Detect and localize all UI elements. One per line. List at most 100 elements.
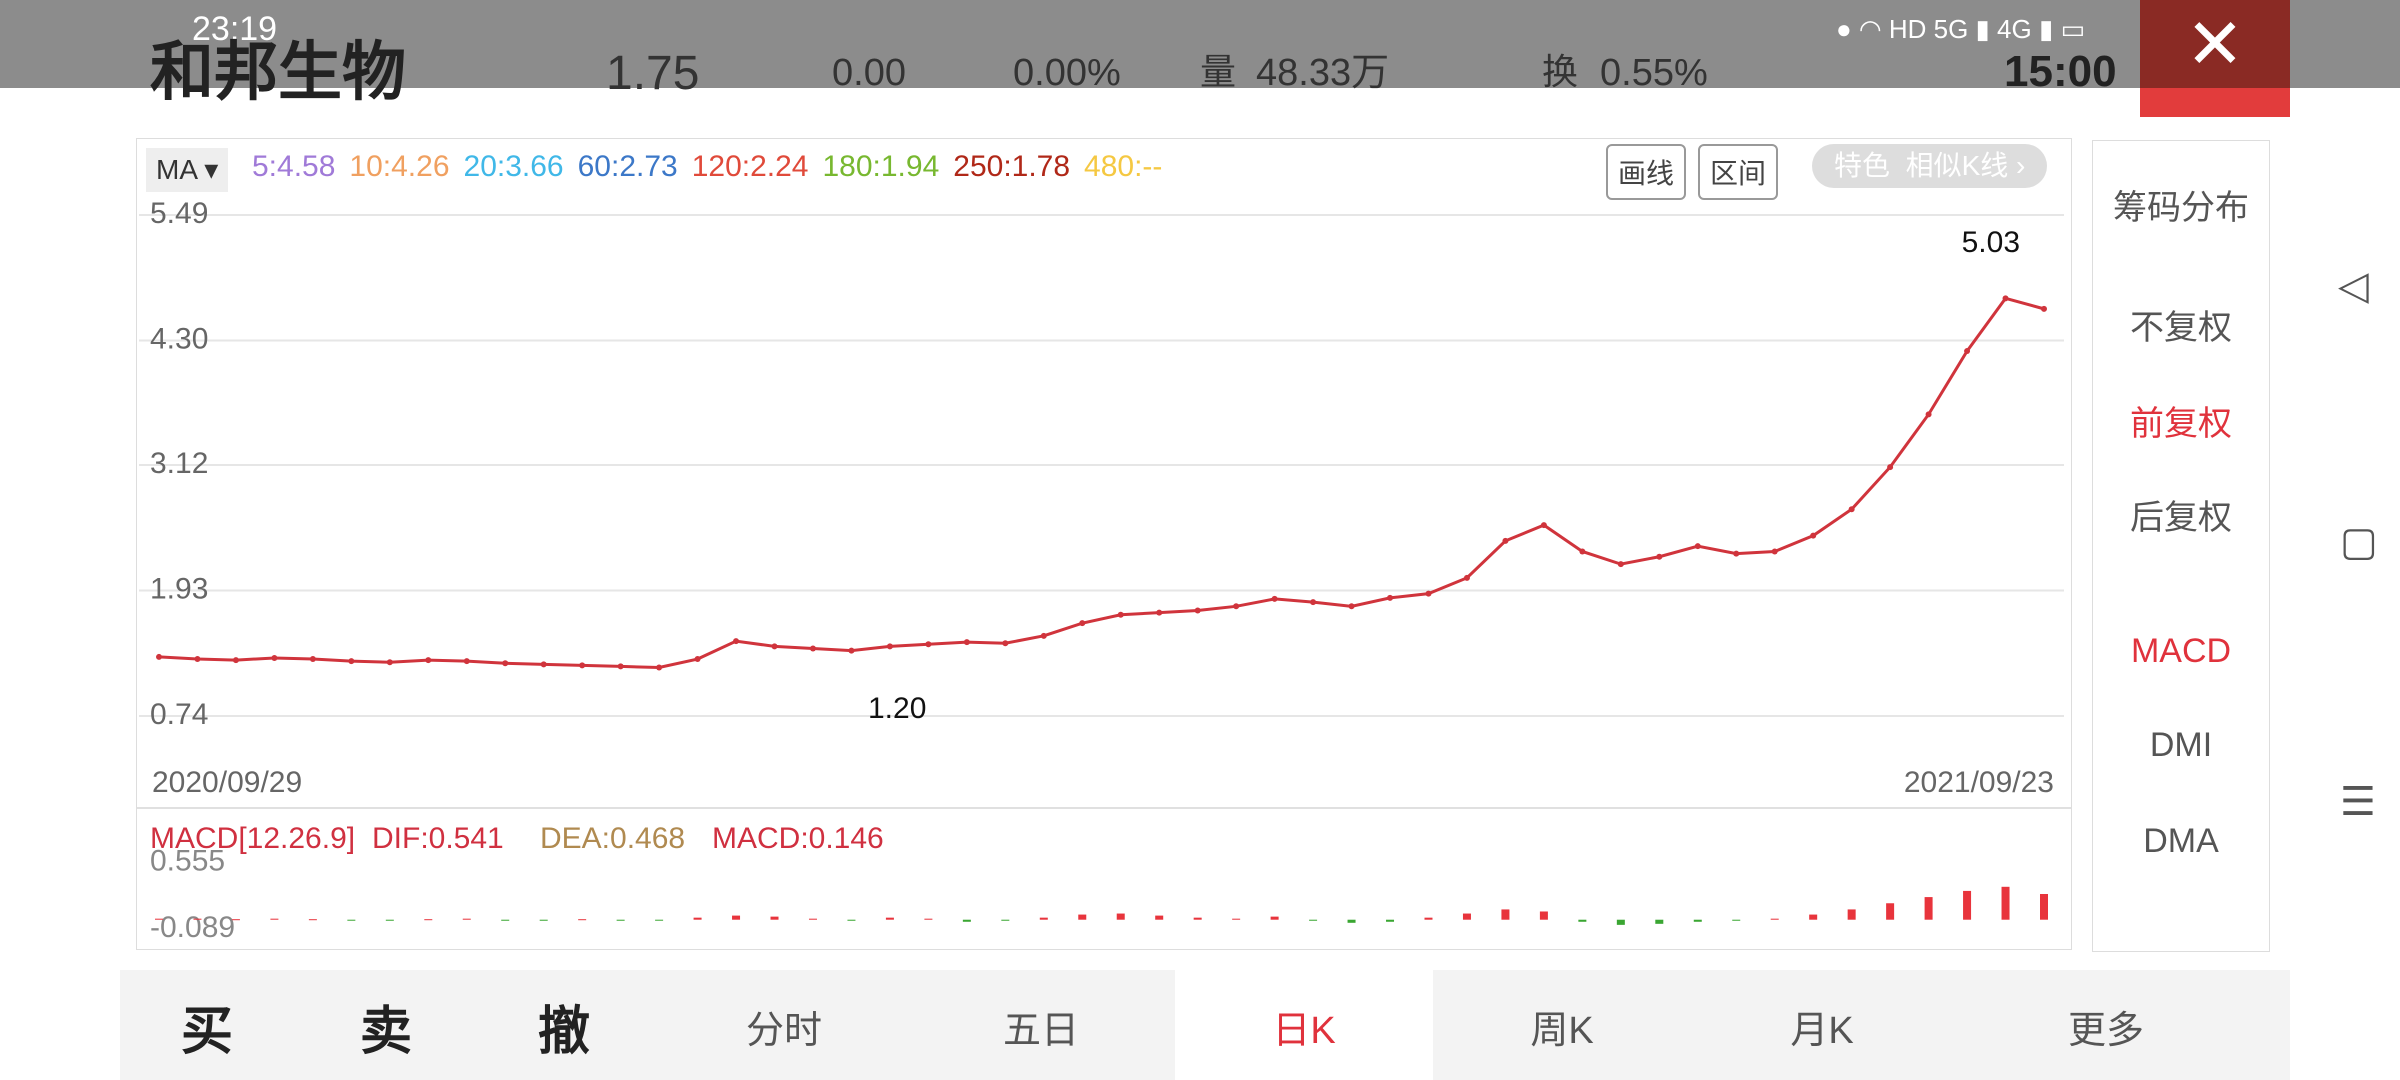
price-point [733,638,740,645]
ma-selector[interactable]: MA ▾ [146,148,229,192]
macd-bar [732,915,741,920]
ma-item: 10:4.26 [349,150,450,183]
macd-tick-label: 0.555 [150,845,225,878]
price-point [194,656,201,663]
macd-bar [616,919,625,921]
side-item[interactable]: 前复权 [2130,405,2232,443]
macd-bar [924,918,933,920]
macd-bar [1732,919,1741,921]
price-point [1502,537,1509,544]
ma-item: 5:4.58 [252,150,336,183]
price-point [1002,640,1009,647]
macd-bar [1693,919,1702,922]
side-item[interactable]: DMI [2149,726,2213,764]
price-point [1425,590,1432,597]
macd-bar [1193,917,1202,920]
bottom-tab[interactable]: 买 [180,1003,233,1061]
side-item[interactable]: MACD [2130,632,2232,670]
close-button[interactable]: ✕ [2140,0,2290,117]
macd-bar [1886,903,1895,920]
macd-bar [1386,919,1395,922]
bottom-tab[interactable]: 卖 [359,1003,412,1061]
price-point [694,656,701,663]
price-point [1617,561,1624,568]
macd-bar [1809,914,1818,920]
price-point [656,664,663,671]
nav-back[interactable]: ◁ [2338,264,2369,308]
x-label: 2021/09/23 [1904,766,2054,799]
price: 1.75 [606,47,700,100]
ma-item: 180:1.94 [822,150,940,183]
nav-menu[interactable]: ☰ [2340,780,2376,824]
x-label: 2020/09/29 [152,766,302,799]
price-point [1656,553,1663,560]
price-point [309,656,316,663]
price-point [1156,609,1163,616]
turnover-label: 换 [1542,51,1579,92]
price-point [156,653,162,660]
price-point [386,659,393,666]
price-point [1233,603,1240,610]
macd-legend: MACD:0.146 [712,822,884,855]
side-item[interactable]: 后复权 [2130,499,2232,537]
ma-item: 60:2.73 [577,150,678,183]
macd-bar [424,919,433,921]
tool-button[interactable]: 画线 [1606,144,1687,200]
price-point [1194,607,1201,614]
bottom-tab[interactable]: 五日 [1002,1010,1079,1052]
macd-bar [1924,897,1933,920]
price-line [158,296,2045,669]
feature-name: 相似K线 › [1905,150,2026,181]
macd-bar [1847,909,1856,920]
price-point [1887,464,1894,471]
tool-button[interactable]: 区间 [1698,144,1779,200]
macd-legend: DEA:0.468 [540,822,685,855]
macd-bar [2001,886,2010,920]
macd-bar [1309,919,1318,921]
feature-button[interactable]: 特色 相似K线 › [1812,144,2048,188]
macd-bar [578,919,587,921]
macd-title: MACD[12.26.9] [150,822,355,855]
price-point [579,662,586,669]
macd-bar [193,918,202,920]
price-point [1694,543,1701,550]
price-point [886,643,893,650]
bottom-tab[interactable]: 更多 [2067,1010,2144,1052]
tools: 画线 区间 [1606,144,1779,200]
macd-bar [347,919,356,921]
price-point [1348,603,1355,610]
macd-legend: DIF:0.541 [372,822,504,855]
price-point [463,658,470,665]
side-item[interactable]: 筹码分布 [2113,189,2249,227]
macd-bar [847,919,856,921]
price-point [1079,620,1086,627]
y-tick-label: 5.49 [150,197,208,230]
bottom-tab[interactable]: 撤 [537,1003,590,1061]
bottom-tab[interactable]: 分时 [745,1010,822,1052]
price-point [771,643,778,650]
price-point [1733,550,1740,557]
bottom-tab[interactable]: 周K [1530,1010,1594,1052]
price-point [1848,506,1855,513]
bottom-tab[interactable]: 日K [1272,1010,1336,1052]
y-tick-label: 3.12 [150,447,208,480]
macd-bar [1963,890,1972,920]
macd-bar [1232,918,1241,920]
macd-bar [1501,909,1510,920]
bottom-tab[interactable]: 月K [1790,1010,1854,1052]
volume: 48.33万 [1256,52,1390,94]
macd-bar [1578,919,1587,922]
side-item[interactable]: 不复权 [2130,309,2232,347]
nav-home[interactable]: ▢ [2340,520,2378,564]
price-point [1040,632,1047,639]
side-item[interactable]: DMA [2143,822,2219,860]
macd-bar [693,917,702,920]
change-pct: 0.00% [1013,52,1121,94]
price-point [963,639,970,646]
macd-bar [1424,917,1433,920]
stock-name: 和邦生物 [150,36,406,108]
ma-item: 250:1.78 [953,150,1071,183]
macd-bar [1616,919,1625,925]
change: 0.00 [832,52,906,94]
